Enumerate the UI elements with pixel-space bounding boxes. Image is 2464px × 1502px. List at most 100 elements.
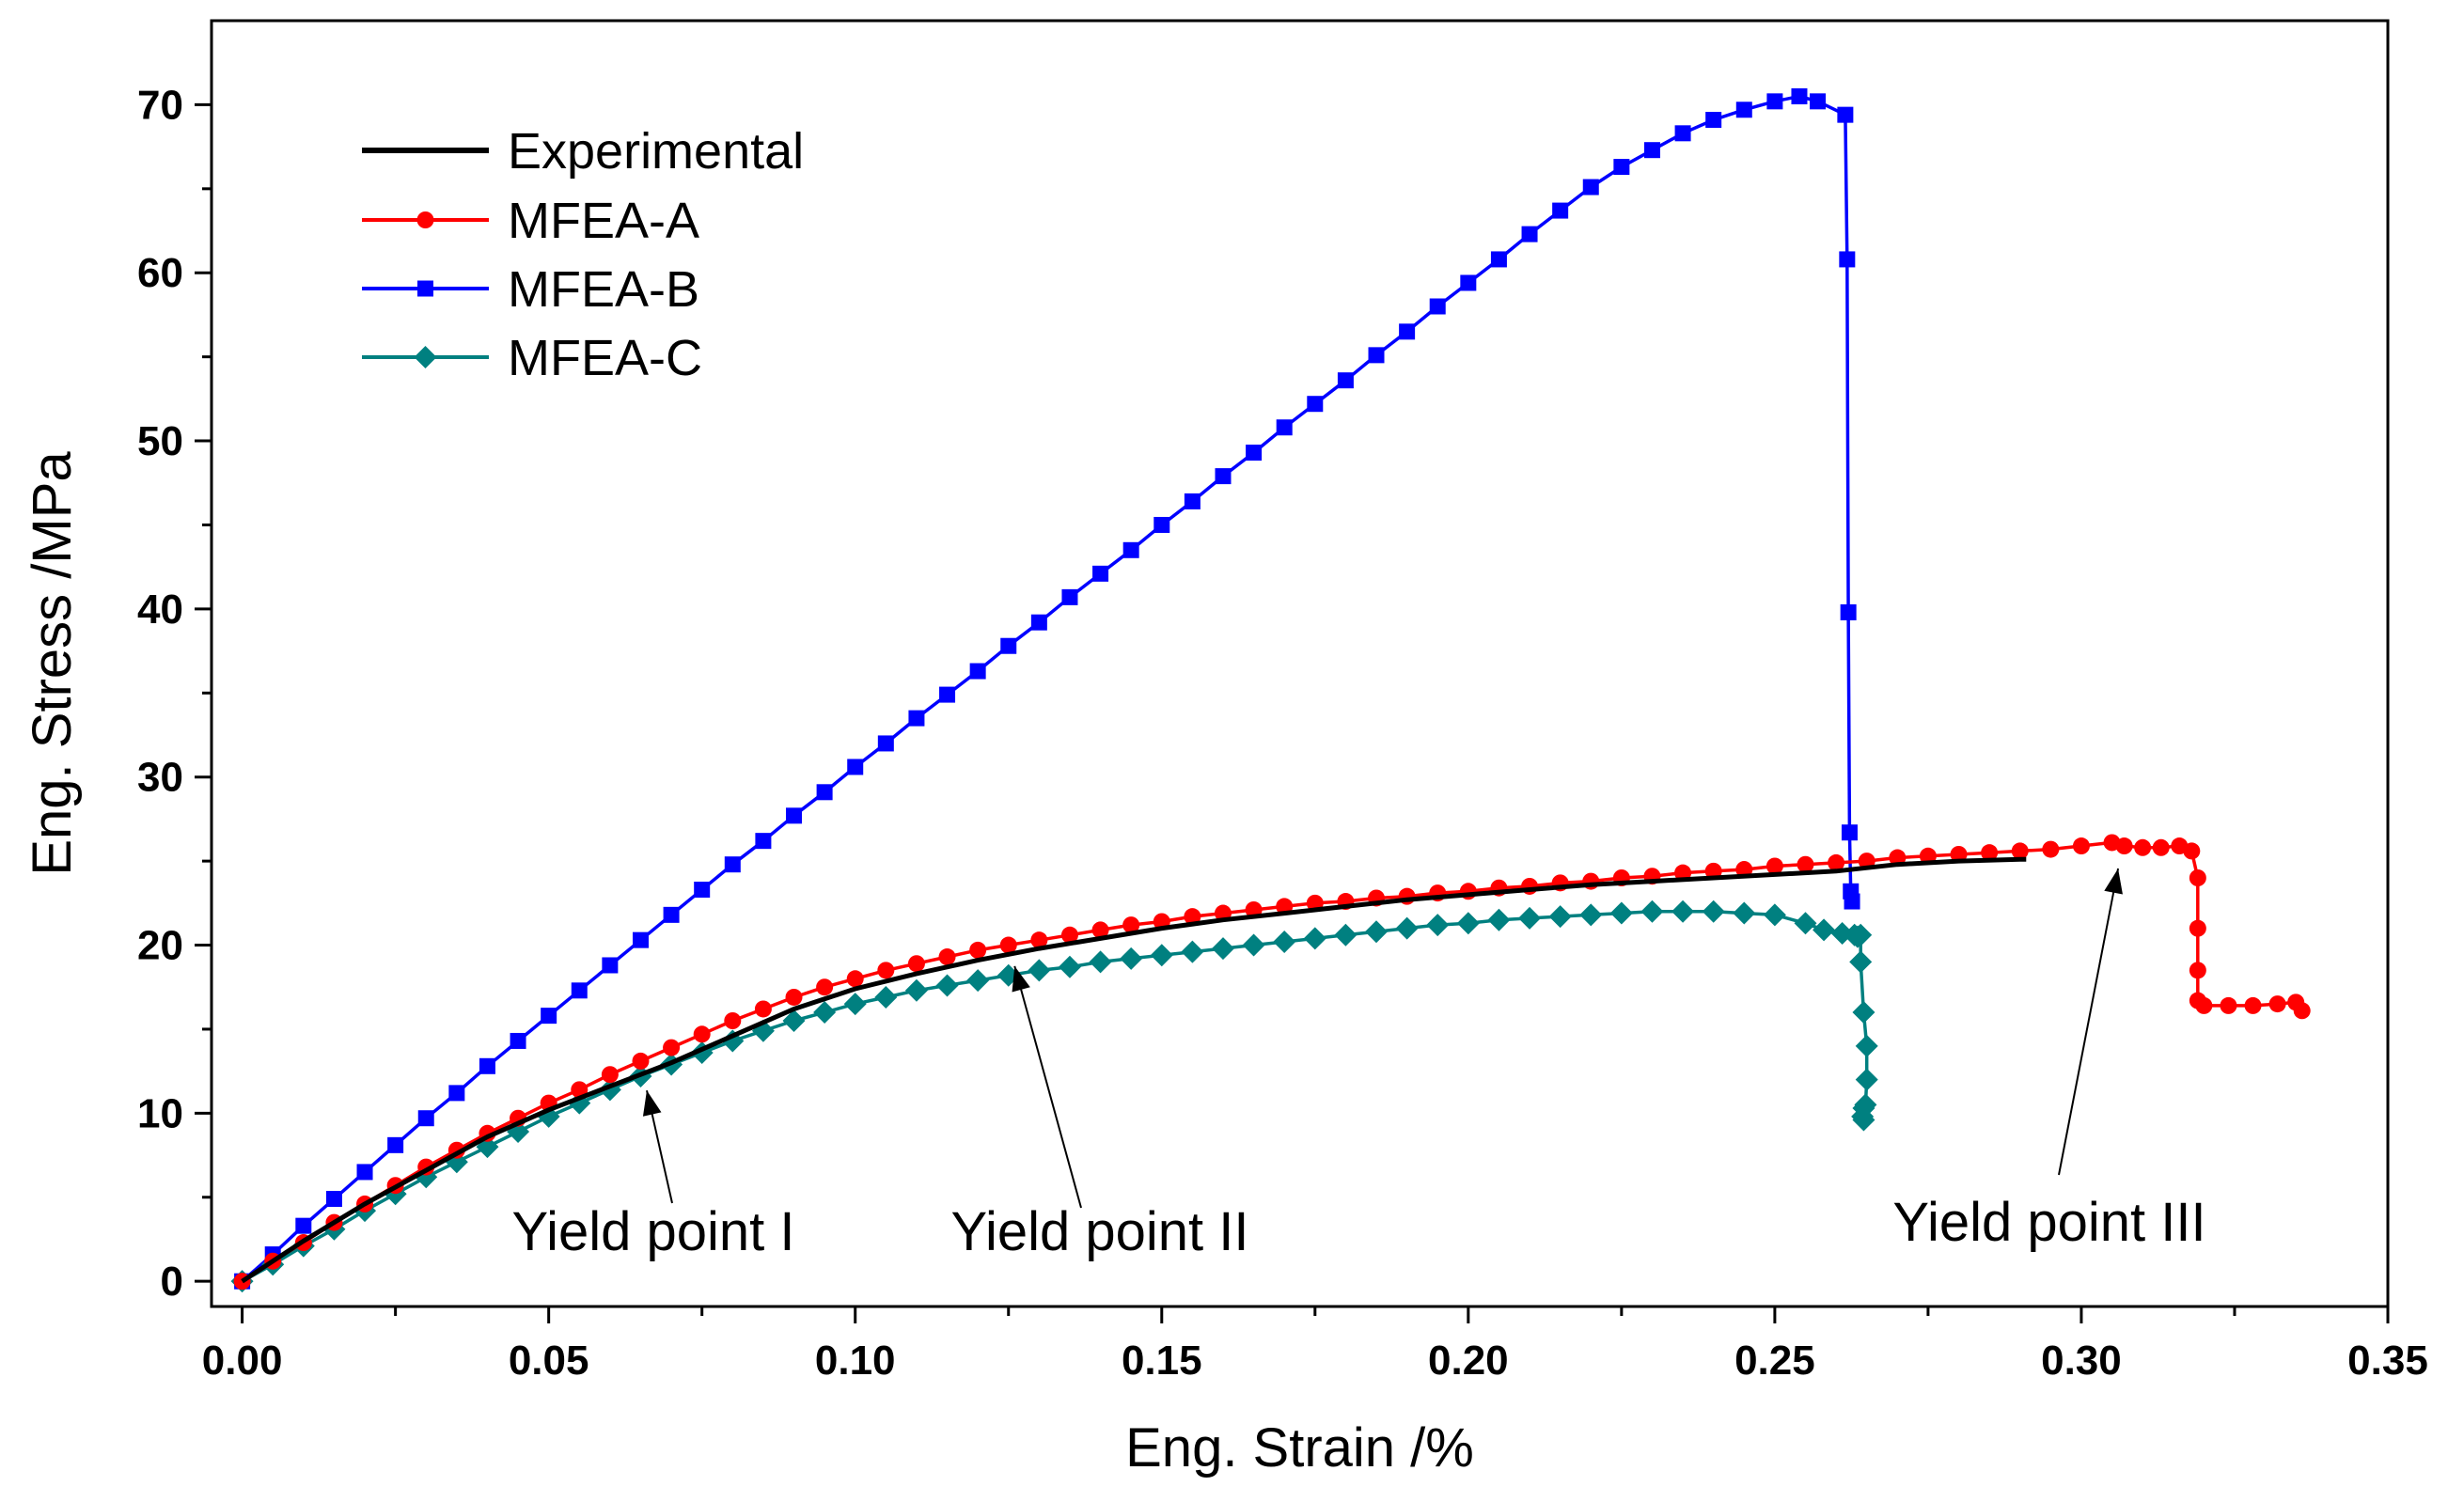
legend-item-mfea-b: MFEA-B xyxy=(362,261,699,318)
mfea-a-point xyxy=(1091,921,1109,939)
mfea-b-point xyxy=(1092,565,1109,582)
mfea-a-point xyxy=(1828,853,1845,871)
mfea-b-point xyxy=(1521,226,1538,243)
annotation-arrow-head xyxy=(1012,965,1030,993)
mfea-a-point xyxy=(1797,855,1814,873)
mfea-b-point xyxy=(356,1164,373,1181)
legend: Experimental MFEA-A MFEA-B MFEA-C xyxy=(362,123,804,386)
mfea-b-point xyxy=(786,807,803,824)
legend-label: Experimental xyxy=(508,123,804,180)
mfea-c-point xyxy=(1763,903,1786,927)
mfea-b-point xyxy=(1766,93,1783,110)
plot-area-frame xyxy=(210,19,2390,1308)
x-tick-label: 0.00 xyxy=(202,1338,283,1384)
y-axis-ticks: 0 10 20 30 40 50 60 70 xyxy=(137,82,212,1305)
mfea-a-point xyxy=(2072,837,2090,855)
mfea-c-point xyxy=(1852,1001,1875,1025)
mfea-c-point xyxy=(1211,937,1234,961)
mfea-c-point xyxy=(1813,918,1836,942)
mfea-a-point xyxy=(2134,838,2152,856)
mfea-a-point xyxy=(938,948,956,966)
mfea-b-point xyxy=(1552,202,1569,219)
mfea-a-point xyxy=(2189,919,2206,937)
mfea-b-point xyxy=(694,882,711,899)
mfea-c-point xyxy=(1487,908,1511,931)
mfea-c-point xyxy=(904,978,928,1002)
y-tick-label: 20 xyxy=(137,923,183,969)
x-tick-label: 0.25 xyxy=(1734,1338,1815,1384)
mfea-b-point xyxy=(1429,298,1446,315)
mfea-a-point xyxy=(2293,1002,2311,1020)
legend-item-experimental: Experimental xyxy=(362,123,804,180)
mfea-c-point xyxy=(935,974,959,997)
mfea-b-point xyxy=(1460,274,1477,291)
legend-swatch-marker xyxy=(414,346,437,368)
mfea-a-point xyxy=(2152,838,2170,856)
mfea-c-point xyxy=(813,1001,837,1025)
mfea-c-point xyxy=(1058,955,1081,978)
mfea-a-point xyxy=(1060,926,1078,944)
y-tick-label: 30 xyxy=(137,755,183,801)
mfea-b-point xyxy=(1061,588,1078,605)
mfea-a-point xyxy=(1766,857,1783,875)
mfea-c-point xyxy=(1849,950,1873,974)
mfea-b-point xyxy=(632,931,649,948)
mfea-a-point xyxy=(2183,842,2201,860)
y-tick-label: 0 xyxy=(161,1259,183,1305)
mfea-a-point xyxy=(999,936,1017,954)
mfea-c-point xyxy=(1273,930,1296,953)
mfea-b-point xyxy=(1613,159,1630,176)
mfea-c-point xyxy=(1395,916,1419,940)
mfea-b-point xyxy=(1030,614,1047,631)
mfea-b-point xyxy=(448,1085,465,1102)
mfea-b-point xyxy=(877,735,894,752)
series-mfea-c xyxy=(230,900,1878,1293)
mfea-a-point xyxy=(2189,962,2206,979)
annotation-yield-point-2: Yield point II xyxy=(950,965,1249,1262)
mfea-b-point xyxy=(1582,179,1599,196)
mfea-a-point xyxy=(2268,995,2286,1013)
legend-swatch-marker xyxy=(416,211,434,228)
legend-label: MFEA-B xyxy=(508,261,699,318)
series-experimental xyxy=(241,856,2027,1284)
y-tick-label: 70 xyxy=(137,82,183,128)
mfea-c-point xyxy=(1852,1096,1875,1119)
mfea-b-point xyxy=(510,1032,526,1049)
mfea-b-point xyxy=(295,1217,312,1234)
annotation-arrow-line xyxy=(2058,868,2120,1176)
mfea-c-point xyxy=(1456,912,1480,935)
mfea-c-point xyxy=(1089,950,1112,974)
mfea-c-point xyxy=(1028,959,1051,982)
mfea-a-point xyxy=(785,988,803,1006)
mfea-b-point xyxy=(1215,468,1232,485)
legend-item-mfea-a: MFEA-A xyxy=(362,193,699,249)
x-tick-label: 0.35 xyxy=(2347,1338,2428,1384)
annotation-arrow-line xyxy=(1013,965,1082,1209)
mfea-a-point xyxy=(2244,996,2262,1014)
mfea-c-point xyxy=(476,1135,499,1159)
mfea-c-point xyxy=(782,1009,806,1032)
mfea-b-point xyxy=(1368,347,1385,364)
mfea-a-point xyxy=(969,941,987,959)
mfea-c-point xyxy=(1855,1068,1878,1091)
mfea-b-point xyxy=(1837,106,1854,123)
mfea-b-point xyxy=(1791,87,1808,104)
mfea-c-point xyxy=(1794,912,1817,935)
mfea-c-point xyxy=(874,985,898,1009)
mfea-b-point xyxy=(908,710,925,727)
mfea-b-point xyxy=(602,957,619,974)
mfea-a-point xyxy=(1122,916,1140,934)
y-tick-label: 10 xyxy=(137,1090,183,1136)
x-tick-label: 0.10 xyxy=(815,1338,896,1384)
mfea-a-point xyxy=(601,1066,619,1084)
y-tick-label: 50 xyxy=(137,418,183,464)
mfea-b-point xyxy=(939,686,956,703)
x-axis-title: Eng. Strain /% xyxy=(1125,1417,1474,1479)
mfea-c-point xyxy=(1609,901,1633,925)
mfea-b-point xyxy=(847,759,864,775)
mfea-b-point xyxy=(1337,372,1354,389)
mfea-b-point xyxy=(541,1008,557,1025)
mfea-a-point xyxy=(2115,837,2133,855)
